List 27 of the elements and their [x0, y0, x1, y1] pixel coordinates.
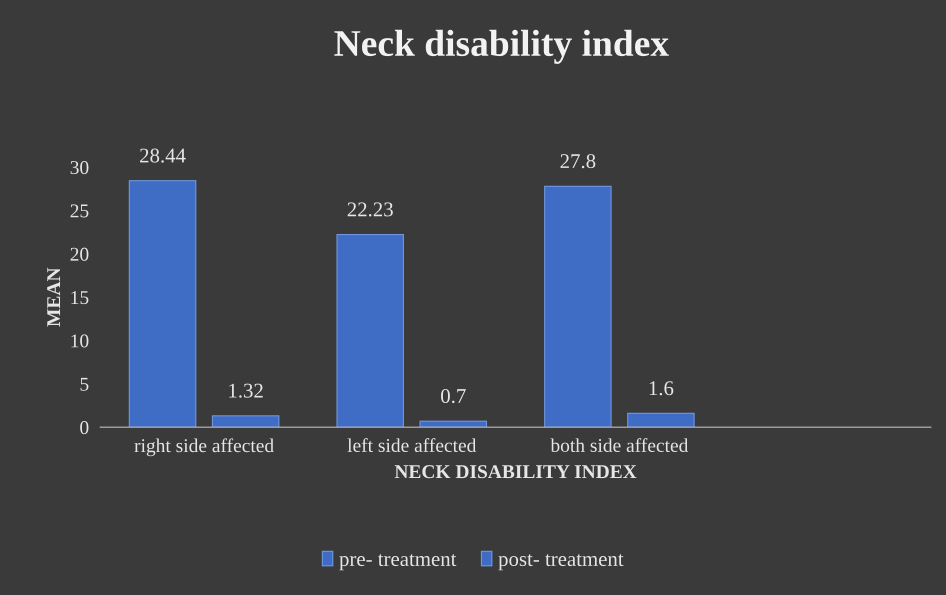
y-tick-label: 5	[80, 378, 88, 391]
bar	[419, 420, 488, 428]
y-tick-label: 0	[80, 421, 88, 434]
y-axis-title: MEAN	[47, 268, 60, 327]
bar	[627, 412, 695, 428]
y-tick-label: 25	[70, 204, 88, 218]
bar	[128, 180, 196, 428]
chart-title: Neck disability index	[334, 30, 669, 64]
data-label: 1.32	[229, 384, 263, 398]
y-tick-label: 30	[70, 161, 88, 174]
x-tick-label: left side affected	[348, 438, 476, 452]
bar	[212, 415, 280, 428]
data-label: 0.7	[441, 388, 466, 404]
x-tick-label: both side affected	[550, 438, 688, 452]
bar	[544, 186, 612, 428]
y-tick-label: 10	[71, 334, 88, 348]
y-tick-label: 15	[71, 291, 88, 304]
data-label: 27.8	[560, 154, 596, 168]
y-tick-label: 20	[70, 248, 88, 261]
legend-label: pre- treatment	[339, 554, 456, 570]
legend-label: post- treatment	[498, 554, 624, 570]
x-tick-label: right side affected	[134, 438, 274, 456]
x-axis-title: NECK DISABILITY INDEX	[394, 465, 637, 478]
data-label: 22.23	[348, 202, 393, 217]
bar	[336, 234, 404, 428]
data-label: 28.44	[140, 148, 186, 163]
data-label: 1.6	[650, 381, 674, 396]
